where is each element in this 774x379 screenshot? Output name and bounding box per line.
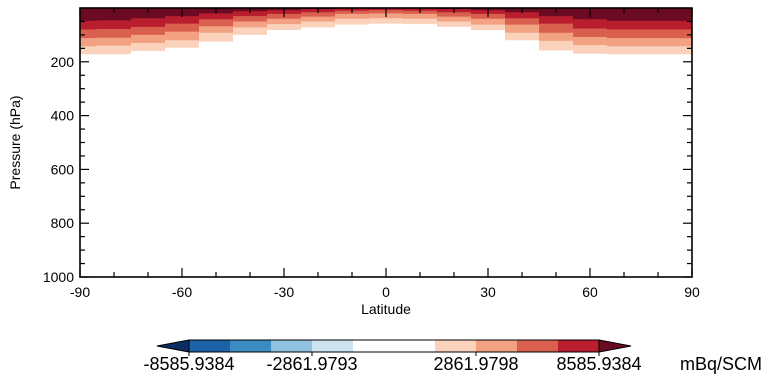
colorbar-cell [353,340,395,352]
colorbar-frame [188,339,600,353]
colorbar-tick-label: 8585.9384 [556,354,641,374]
x-tick-label: -60 [172,284,192,300]
y-tick-label: 200 [51,54,75,70]
colorbar-cell [517,340,559,352]
x-tick-label: 30 [480,284,496,300]
y-tick-label: 400 [51,108,75,124]
y-tick-label: 800 [51,215,75,231]
x-axis-label: Latitude [361,301,411,317]
x-tick-label: 60 [582,284,598,300]
colorbar-tick-label: 2861.9798 [433,354,518,374]
y-axis-label: Pressure (hPa) [7,95,23,189]
colorbar-tick-label: -8585.9384 [143,354,234,374]
colorbar-tick-label: -2861.9793 [266,354,357,374]
colorbar-cell [476,340,518,352]
y-tick-label: 600 [51,161,75,177]
colorbar: -8585.9384 -2861.9793 2861.9798 8585.9384 [143,339,642,374]
y-axis-ticks: 200 400 600 800 1000 [43,20,692,285]
colorbar-cell [271,340,313,352]
colorbar-cell [558,340,600,352]
colorbar-cell [394,340,436,352]
colorbar-unit: mBq/SCM [680,354,762,374]
colorbar-extend-high [598,339,632,353]
x-tick-label: -30 [274,284,294,300]
colorbar-extend-low [156,339,190,353]
colorbar-cell [312,340,354,352]
contour-band-5 [80,8,692,21]
y-tick-label: 1000 [43,269,74,285]
colorbar-cell [189,340,231,352]
colorbar-cell [230,340,272,352]
contour-bands [80,8,692,55]
x-tick-label: -90 [70,284,90,300]
colorbar-cell [435,340,477,352]
x-axis-ticks: -90 -60 -30 0 30 60 90 [70,8,700,300]
x-tick-label: 0 [382,284,390,300]
x-tick-label: 90 [684,284,700,300]
